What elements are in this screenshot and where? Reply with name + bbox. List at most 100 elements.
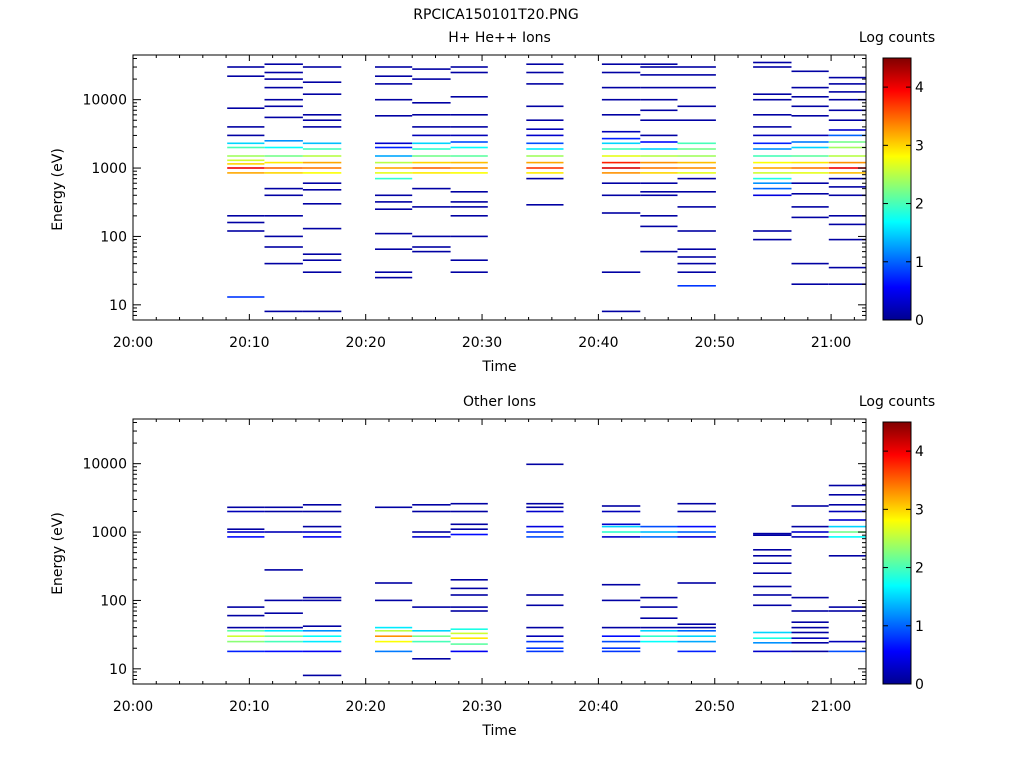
heatmap-cell xyxy=(677,177,716,180)
heatmap-cell xyxy=(791,134,829,137)
heatmap-cell xyxy=(753,93,792,95)
x-tick-label: 20:40 xyxy=(578,699,618,715)
heatmap-cell xyxy=(412,640,451,643)
heatmap-cell xyxy=(677,623,716,625)
heatmap-cell xyxy=(753,177,792,180)
heatmap-cell xyxy=(828,606,866,608)
heatmap-cell xyxy=(302,81,342,83)
heatmap-cell xyxy=(412,148,451,150)
heatmap-cell xyxy=(264,155,303,157)
heatmap-cell xyxy=(677,525,716,528)
heatmap-cell xyxy=(677,640,716,643)
heatmap-cell xyxy=(302,531,342,533)
heatmap-cell xyxy=(753,126,792,128)
heatmap-cell xyxy=(791,531,829,533)
heatmap-cell xyxy=(375,75,413,77)
heatmap-cell xyxy=(375,155,413,157)
plot-frame xyxy=(132,54,867,321)
heatmap-cell xyxy=(828,525,866,528)
heatmap-cell xyxy=(791,105,829,108)
heatmap-cell xyxy=(302,510,342,513)
heatmap-cell xyxy=(302,525,342,528)
heatmap-cell xyxy=(753,167,792,169)
heatmap-cell xyxy=(640,536,678,538)
y-tick-label: 10 xyxy=(109,662,127,678)
heatmap-cell xyxy=(412,536,451,538)
heatmap-cell xyxy=(791,70,829,73)
heatmap-cell xyxy=(302,635,342,637)
colorbar-tick-label: 3 xyxy=(915,138,924,154)
colorbar-scale xyxy=(882,421,912,685)
heatmap-cell xyxy=(640,250,678,253)
heatmap-cell xyxy=(227,142,265,145)
heatmap-cell xyxy=(828,161,866,164)
heatmap-cell xyxy=(227,107,265,109)
heatmap-cell xyxy=(601,155,641,157)
heatmap-cell xyxy=(412,68,451,70)
heatmap-cell xyxy=(640,596,678,599)
heatmap-cell xyxy=(450,146,488,149)
heatmap-cell xyxy=(601,172,641,174)
heatmap-cell xyxy=(677,262,716,265)
heatmap-cell xyxy=(791,637,829,639)
heatmap-cell xyxy=(828,494,866,496)
heatmap-cell xyxy=(640,225,678,228)
heatmap-cell xyxy=(677,155,716,157)
heatmap-cell xyxy=(526,167,564,169)
heatmap-cell xyxy=(791,621,829,623)
heatmap-cell xyxy=(264,510,303,513)
colorbar-tick-label: 1 xyxy=(915,255,924,271)
heatmap-cell xyxy=(227,650,265,653)
heatmap-cell xyxy=(450,161,488,164)
heatmap-cell xyxy=(791,505,829,507)
heatmap-cell xyxy=(412,206,451,208)
heatmap-cell xyxy=(677,271,716,273)
heatmap-cell xyxy=(302,536,342,538)
heatmap-cell xyxy=(526,63,564,65)
x-axis-label: Time xyxy=(481,723,516,739)
colorbar-tick-label: 2 xyxy=(915,197,924,213)
heatmap-cell xyxy=(828,141,866,143)
heatmap-cell xyxy=(526,647,564,649)
heatmap-cell xyxy=(828,519,866,521)
heatmap-cell xyxy=(753,604,792,607)
heatmap-cell xyxy=(302,203,342,205)
heatmap-cell xyxy=(412,161,451,164)
heatmap-cell xyxy=(677,630,716,632)
heatmap-cell xyxy=(264,187,303,190)
heatmap-cell xyxy=(640,194,678,197)
heatmap-cell xyxy=(791,161,829,164)
heatmap-cell xyxy=(677,148,716,150)
heatmap-cell xyxy=(227,167,265,169)
heatmap-cell xyxy=(526,204,564,206)
heatmap-cell xyxy=(412,114,451,116)
heatmap-cell xyxy=(601,271,641,273)
heatmap-cell xyxy=(412,630,451,632)
heatmap-cell xyxy=(601,583,641,586)
heatmap-cell xyxy=(302,640,342,643)
heatmap-cell xyxy=(302,674,342,677)
heatmap-cell xyxy=(526,640,564,643)
heatmap-cell xyxy=(450,235,488,238)
heatmap-cell xyxy=(302,114,342,116)
colorbar-tick-label: 1 xyxy=(915,619,924,635)
heatmap-cell xyxy=(828,510,866,513)
heatmap-cell xyxy=(302,310,342,313)
heatmap-cell xyxy=(264,86,303,89)
colorbar-tick-label: 0 xyxy=(915,677,924,693)
heatmap-cell xyxy=(450,587,488,590)
heatmap-cell xyxy=(227,221,265,224)
heatmap-cell xyxy=(375,201,413,203)
heatmap-cell xyxy=(450,259,488,261)
x-tick-label: 20:50 xyxy=(695,335,735,351)
heatmap-cell xyxy=(753,650,792,653)
heatmap-cell xyxy=(640,119,678,121)
heatmap-cell xyxy=(753,161,792,164)
heatmap-cell xyxy=(450,628,488,630)
heatmap-cell xyxy=(450,650,488,653)
heatmap-cell xyxy=(677,161,716,164)
heatmap-cell xyxy=(227,296,265,298)
heatmap-cell xyxy=(791,596,829,599)
heatmap-cell xyxy=(677,248,716,250)
heatmap-cell xyxy=(601,536,641,538)
